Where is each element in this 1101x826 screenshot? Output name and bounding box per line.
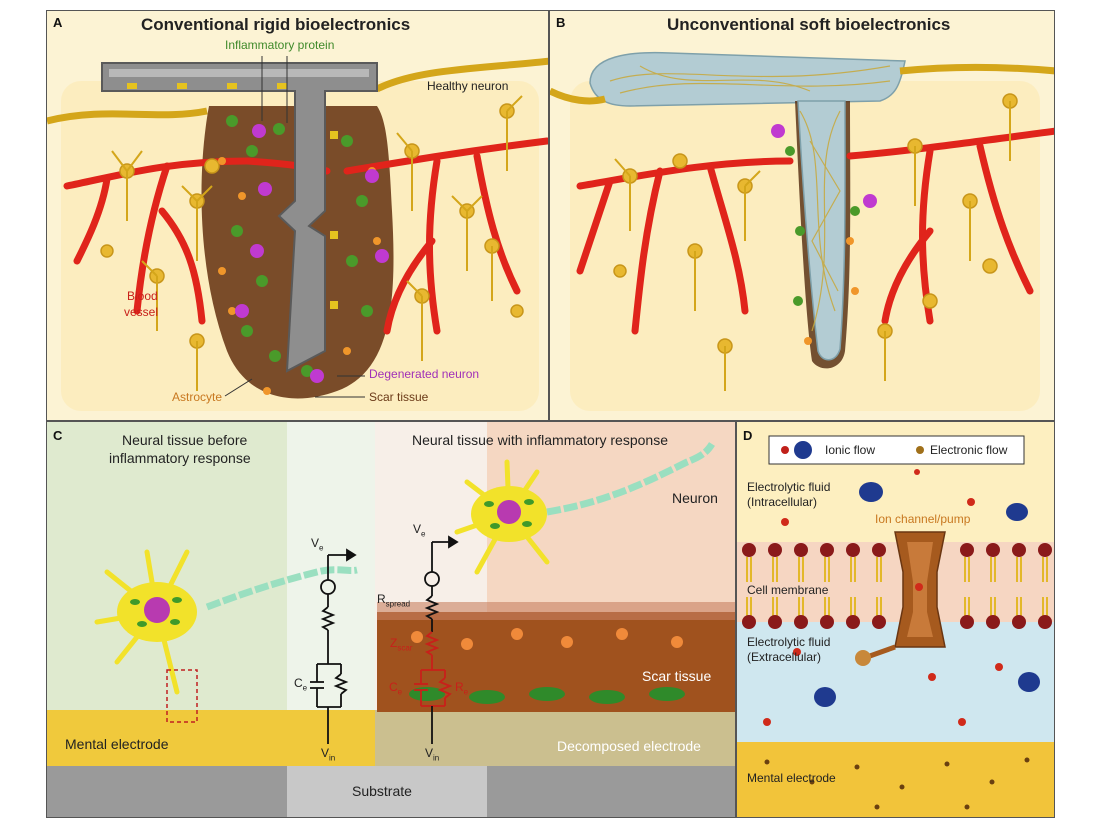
blood-vessel-right [343, 137, 548, 335]
mental-electrode-layer [47, 710, 375, 766]
panel-d-letter: D [743, 428, 753, 443]
label-fluid-intra-1: Electrolytic fluid [747, 480, 831, 494]
label-scar-tissue: Scar tissue [369, 390, 429, 404]
label-vin-left: Vin [321, 746, 336, 763]
degenerated-neurons [235, 124, 389, 383]
panel-c: C Neural tissue before inflammatory resp… [46, 421, 736, 818]
label-neuron: Neuron [672, 490, 718, 506]
circuit-left [310, 548, 357, 744]
ions-small [763, 469, 1003, 726]
label-astrocyte: Astrocyte [172, 390, 223, 404]
label-decomposed-electrode: Decomposed electrode [557, 738, 701, 754]
label-fluid-extra-1: Electrolytic fluid [747, 635, 831, 649]
circuit-right [424, 535, 459, 632]
electrons [764, 757, 1030, 810]
panel-a-letter: A [53, 15, 63, 30]
label-mental-electrode-c: Mental electrode [65, 736, 169, 752]
panel-a-illustration [47, 11, 548, 420]
neuron-left [94, 549, 358, 723]
label-ve-left: Ve [311, 536, 324, 553]
panel-c-letter: C [53, 428, 63, 443]
panel-b-title: Unconventional soft bioelectronics [667, 15, 951, 34]
label-cell-membrane: Cell membrane [747, 583, 829, 597]
astrocytes [218, 157, 381, 395]
label-blood: Blood [127, 289, 158, 303]
panel-d-illustration [737, 422, 1054, 817]
label-ion-channel: Ion channel/pump [875, 512, 971, 526]
rigid-electrode [101, 62, 378, 373]
ionic-small-marker [781, 446, 789, 454]
label-degenerated-neuron: Degenerated neuron [369, 367, 480, 381]
label-after: Neural tissue with inflammatory response [412, 432, 668, 448]
panel-d: D Ionic flow Electronic flow Electrolyti… [736, 421, 1055, 818]
label-ve-right: Ve [413, 522, 426, 539]
label-ce-left: Ce [294, 676, 308, 693]
label-mental-electrode-d: Mental electrode [747, 771, 836, 785]
soft-electrode-top [589, 51, 906, 107]
label-scar-tissue-c: Scar tissue [642, 668, 712, 684]
soft-electrode-shank [797, 100, 846, 361]
ionic-large-marker [794, 441, 812, 459]
panel-b: B Unconventional soft bioelectronics [549, 10, 1055, 421]
mental-electrode-d [737, 742, 1054, 817]
neuron-right [454, 442, 715, 575]
label-re-right: Re [455, 680, 469, 697]
legend-electronic-flow: Electronic flow [930, 443, 1008, 457]
inflammatory-proteins [226, 115, 373, 377]
label-substrate: Substrate [352, 783, 412, 799]
label-inflammatory-protein: Inflammatory protein [225, 38, 335, 52]
label-vessel: vessel [124, 305, 159, 319]
membrane-lipids-bottom [742, 597, 1052, 629]
circuit-right-scar [414, 631, 453, 707]
label-fluid-extra-2: (Extracellular) [747, 650, 822, 664]
highlight-box [166, 669, 198, 723]
label-zscar: Zscar [390, 636, 413, 653]
label-before-line2: inflammatory response [109, 450, 251, 466]
label-fluid-intra-2: (Intracellular) [747, 495, 818, 509]
label-before-line1: Neural tissue before [122, 432, 248, 448]
panel-a-title: Conventional rigid bioelectronics [141, 15, 411, 34]
membrane-lipids-top [742, 543, 1052, 582]
label-rspread: Rspread [377, 592, 411, 609]
ions-large [814, 482, 1040, 707]
cell-membrane-band [737, 542, 1054, 622]
panel-b-illustration [550, 11, 1054, 420]
electronic-marker [916, 446, 924, 454]
panel-a: A Conventional rigid bioelectronics Infl… [46, 10, 549, 421]
legend-ionic-flow: Ionic flow [825, 443, 876, 457]
label-ce-right: Ce [389, 680, 403, 697]
decomposed-electrode-layer [375, 710, 735, 766]
label-healthy-neuron: Healthy neuron [427, 79, 509, 93]
panel-c-illustration [47, 422, 735, 817]
panel-b-letter: B [556, 15, 566, 30]
label-vin-right: Vin [425, 746, 440, 763]
